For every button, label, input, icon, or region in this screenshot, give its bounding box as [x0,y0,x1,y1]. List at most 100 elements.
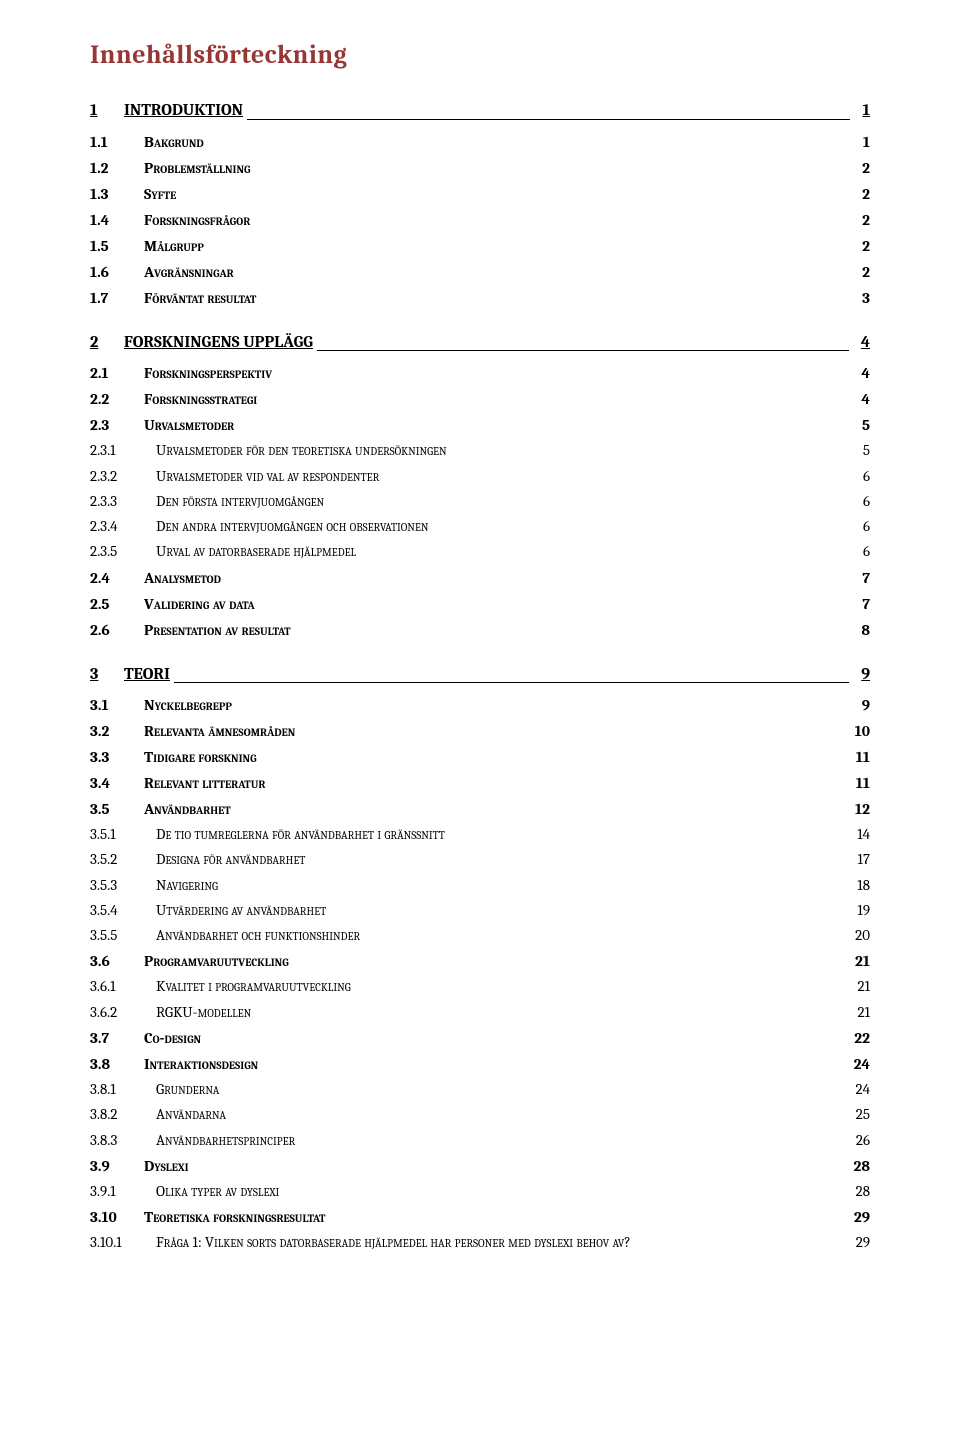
toc-entry[interactable]: 1.7Förväntat resultat3 [90,286,870,310]
toc-number: 2.3.1 [90,439,156,462]
toc-label: Analysmetod [144,566,221,590]
toc-page-number: 14 [849,823,870,846]
toc-label: Forskningsperspektiv [144,361,272,385]
toc-page-number: 11 [848,771,870,795]
toc-entry[interactable]: 2.1Forskningsperspektiv4 [90,361,870,385]
toc-label: Relevant litteratur [144,771,265,795]
toc-page-number: 20 [847,924,870,947]
toc-number: 3.10 [90,1205,144,1229]
toc-page-number: 21 [849,975,870,998]
toc-page-number: 17 [850,848,870,871]
toc-label: Syfte [144,182,176,206]
toc-entry[interactable]: 3.6Programvaruutveckling21 [90,949,870,973]
toc-label: Den andra intervjuomgången och observati… [156,515,429,538]
toc-entry[interactable]: 3.9.1Olika typer av dyslexi28 [90,1180,870,1203]
toc-number: 3.8.3 [90,1129,156,1152]
toc-entry[interactable]: 2.3.1Urvalsmetoder för den teoretiska un… [90,439,870,462]
toc-entry[interactable]: 2FORSKNINGENS UPPLÄGG4 [90,330,870,356]
toc-entry[interactable]: 3.8.2Användarna25 [90,1103,870,1126]
toc-number: 3.4 [90,771,144,795]
toc-entry[interactable]: 3.5.4Utvärdering av användbarhet19 [90,899,870,922]
toc-label: Nyckelbegrepp [144,693,232,717]
toc-entry[interactable]: 3TEORI9 [90,662,870,688]
toc-page-number: 6 [855,465,870,488]
toc-entry[interactable]: 1INTRODUKTION1 [90,98,870,124]
toc-entry[interactable]: 1.4Forskningsfrågor2 [90,208,870,232]
toc-number: 3.5.2 [90,848,156,871]
toc-entry[interactable]: 3.10Teoretiska forskningsresultat29 [90,1205,870,1229]
toc-entry[interactable]: 1.5Målgrupp2 [90,234,870,258]
toc-number: 2.3.5 [90,540,156,563]
toc-entry[interactable]: 3.3Tidigare forskning11 [90,745,870,769]
toc-label: Användbarhetsprinciper [156,1129,295,1152]
toc-entry[interactable]: 2.3.4Den andra intervjuomgången och obse… [90,515,870,538]
toc-entry[interactable]: 2.3.3Den första intervjuomgången6 [90,490,870,513]
toc-entry[interactable]: 3.8.3Användbarhetsprinciper 26 [90,1129,870,1152]
toc-number: 2.5 [90,592,144,616]
toc-entry[interactable]: 3.5Användbarhet12 [90,797,870,821]
toc-entry[interactable]: 3.5.2Designa för användbarhet17 [90,848,870,871]
toc-entry[interactable]: 3.2Relevanta ämnesområden10 [90,719,870,743]
toc-number: 3.2 [90,719,144,743]
toc-page-number: 9 [853,662,870,688]
toc-entry[interactable]: 3.8Interaktionsdesign24 [90,1052,870,1076]
toc-page-number: 1 [855,130,870,154]
toc-entry[interactable]: 2.3.5Urval av datorbaserade hjälpmedel6 [90,540,870,563]
toc-entry[interactable]: 3.6.2RGKU-modellen21 [90,1001,870,1024]
toc-entry[interactable]: 2.5Validering av data7 [90,592,870,616]
toc-label: Användarna [156,1103,226,1126]
document-title: Innehållsförteckning [90,40,870,70]
toc-number: 1.3 [90,182,144,206]
toc-entry[interactable]: 3.7Co-design22 [90,1026,870,1050]
toc-label: Forskningsstrategi [144,387,257,411]
toc-entry[interactable]: 3.10.1Fråga 1: Vilken sorts datorbaserad… [90,1231,870,1254]
toc-label: Urvalsmetoder för den teoretiska undersö… [156,439,447,462]
toc-page-number: 26 [848,1129,870,1152]
toc-entry[interactable]: 3.5.1De tio tumreglerna för användbarhet… [90,823,870,846]
toc-entry[interactable]: 2.3.2Urvalsmetoder vid val av respondent… [90,465,870,488]
toc-entry[interactable]: 1.3Syfte2 [90,182,870,206]
toc-page-number: 2 [854,234,870,258]
toc-page-number: 4 [853,330,870,356]
toc-number: 2.3.2 [90,465,156,488]
toc-number: 3.5.5 [90,924,156,947]
toc-page-number: 2 [854,260,870,284]
toc-page-number: 11 [848,745,870,769]
toc-entry[interactable]: 1.6Avgränsningar2 [90,260,870,284]
toc-number: 3.1 [90,693,144,717]
toc-label: Bakgrund [144,130,204,154]
toc-entry[interactable]: 3.6.1Kvalitet i programvaruutveckling21 [90,975,870,998]
toc-number: 3.5.4 [90,899,156,922]
toc-entry[interactable]: 2.2Forskningsstrategi4 [90,387,870,411]
toc-label: Validering av data [144,592,255,616]
toc-page-number: 3 [854,286,870,310]
toc-label: Co-design [144,1026,201,1050]
toc-label: Grunderna [156,1078,219,1101]
toc-entry[interactable]: 1.2Problemställning2 [90,156,870,180]
toc-label: Användbarhet och funktionshinder [156,924,360,947]
toc-label: Urvalsmetoder vid val av respondenter [156,465,379,488]
toc-page-number: 10 [847,719,870,743]
toc-entry[interactable]: 2.3Urvalsmetoder5 [90,413,870,437]
toc-page-number: 24 [846,1052,870,1076]
toc-entry[interactable]: 3.8.1Grunderna24 [90,1078,870,1101]
toc-entry[interactable]: 3.1Nyckelbegrepp9 [90,693,870,717]
toc-number: 3.6.1 [90,975,156,998]
toc-entry[interactable]: 3.9Dyslexi28 [90,1154,870,1178]
toc-page-number: 6 [855,540,870,563]
toc-number: 2.4 [90,566,144,590]
toc-label: TEORI [124,662,170,688]
toc-label: FORSKNINGENS UPPLÄGG [124,330,313,356]
toc-label: Navigering [156,874,218,897]
toc-entry[interactable]: 3.5.5Användbarhet och funktionshinder 20 [90,924,870,947]
toc-page-number: 21 [847,949,870,973]
toc-number: 2.3.3 [90,490,156,513]
toc-label: Presentation av resultat [144,618,291,642]
toc-label: Problemställning [144,156,250,180]
toc-entry[interactable]: 2.4Analysmetod7 [90,566,870,590]
toc-entry[interactable]: 3.4Relevant litteratur 11 [90,771,870,795]
toc-entry[interactable]: 3.5.3Navigering18 [90,874,870,897]
toc-entry[interactable]: 1.1Bakgrund1 [90,130,870,154]
toc-entry[interactable]: 2.6Presentation av resultat8 [90,618,870,642]
table-of-contents: 1INTRODUKTION11.1Bakgrund11.2Problemstäl… [90,98,870,1254]
